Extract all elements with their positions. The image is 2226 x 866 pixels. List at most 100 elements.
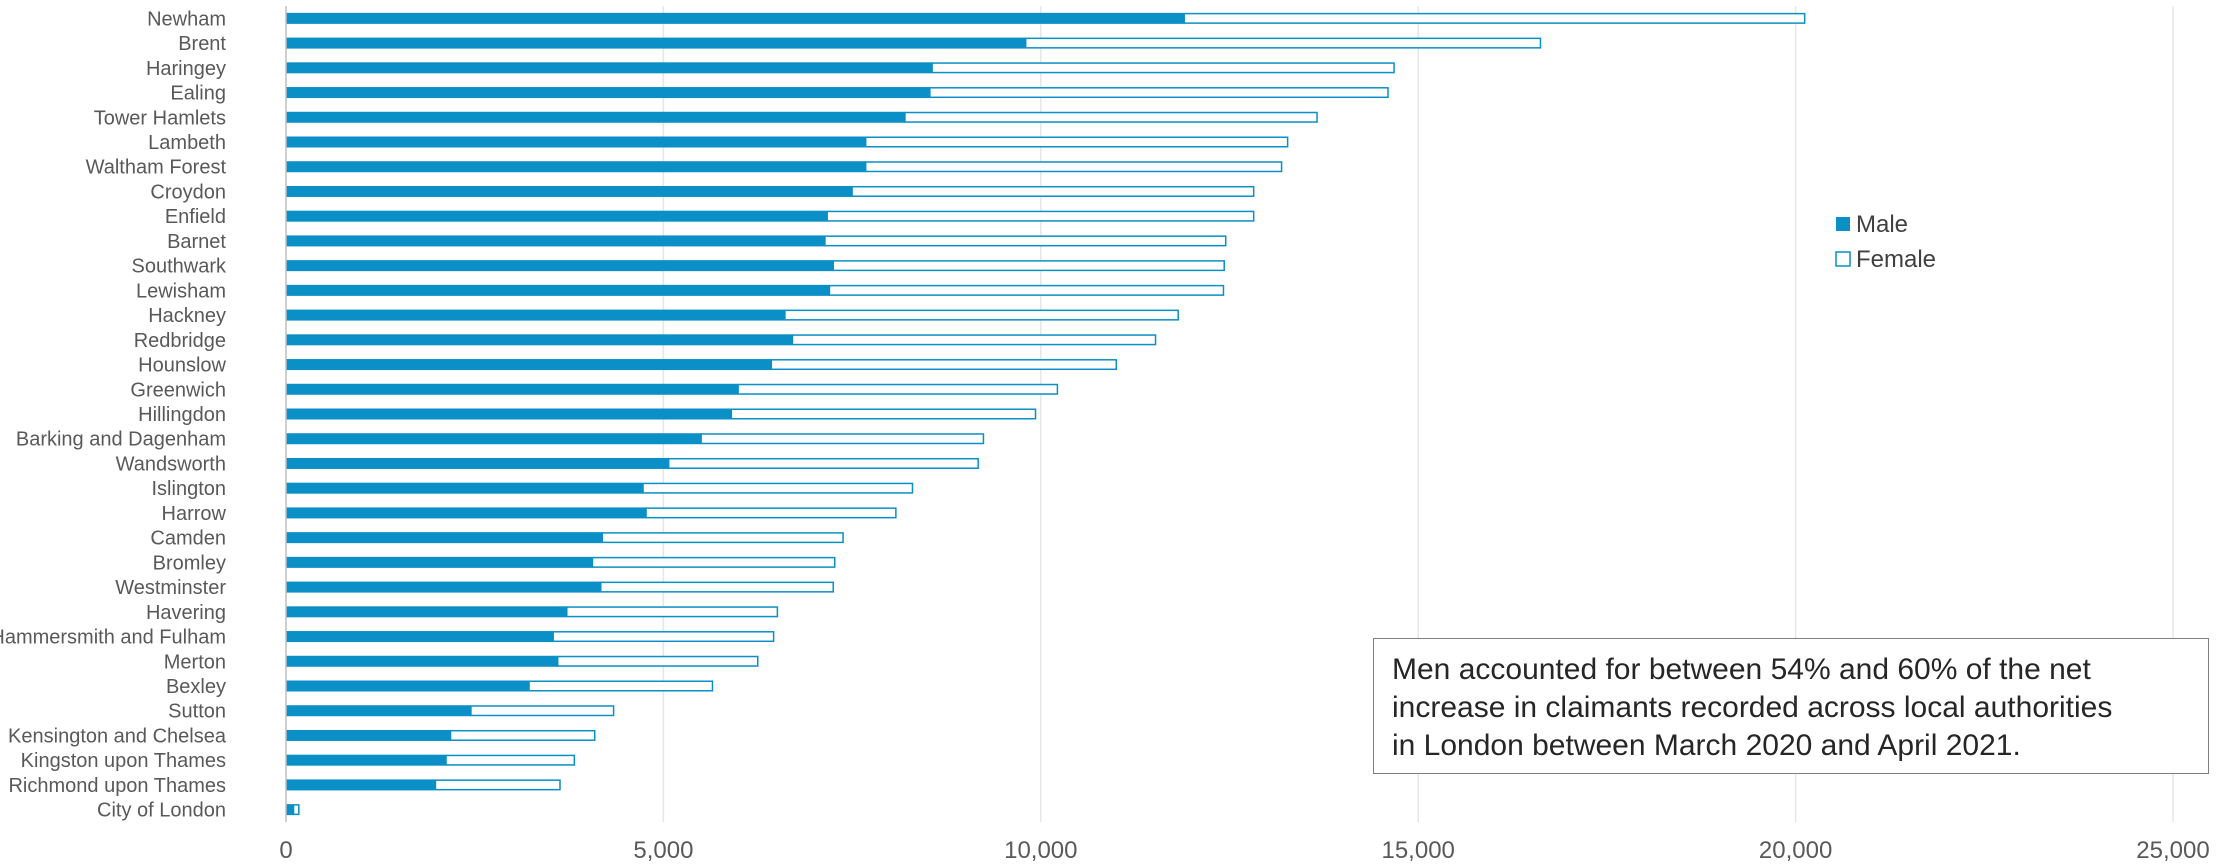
category-label: Haringey bbox=[146, 58, 226, 80]
legend-label-female: Female bbox=[1856, 246, 1936, 273]
legend: Male Female bbox=[1835, 211, 1936, 273]
category-label: Tower Hamlets bbox=[94, 107, 226, 129]
category-label: Richmond upon Thames bbox=[8, 775, 226, 797]
x-tick-label: 25,000 bbox=[2136, 837, 2209, 864]
legend-swatch-male bbox=[1836, 217, 1850, 231]
bar-male bbox=[286, 408, 732, 420]
category-label: Hounslow bbox=[138, 355, 226, 377]
bar-male bbox=[286, 705, 471, 717]
bar-female bbox=[828, 284, 1225, 296]
category-label: Barking and Dagenham bbox=[16, 429, 226, 451]
category-label: Greenwich bbox=[130, 379, 226, 401]
bar-male bbox=[286, 111, 905, 123]
category-label: Newham bbox=[147, 8, 226, 30]
category-label: Hammersmith and Fulham bbox=[0, 627, 226, 649]
bar-male bbox=[286, 334, 793, 346]
bar-male bbox=[286, 680, 530, 692]
bar-female bbox=[292, 804, 300, 816]
bar-female bbox=[601, 532, 844, 544]
x-tick-label: 15,000 bbox=[1381, 837, 1454, 864]
bar-female bbox=[826, 210, 1255, 222]
bar-female bbox=[864, 136, 1289, 148]
category-label: Camden bbox=[150, 528, 226, 550]
bar-male bbox=[286, 37, 1026, 49]
bar-female bbox=[832, 260, 1225, 272]
category-label: Barnet bbox=[167, 231, 226, 253]
category-label: Bexley bbox=[166, 676, 226, 698]
category-label: Hackney bbox=[148, 305, 226, 327]
category-label: Ealing bbox=[170, 83, 226, 105]
bar-male bbox=[286, 655, 558, 667]
bar-male bbox=[286, 210, 828, 222]
bar-female bbox=[470, 705, 615, 717]
bar-male bbox=[286, 136, 866, 148]
category-label: Bromley bbox=[153, 552, 226, 574]
category-label: Islington bbox=[152, 478, 227, 500]
bar-male bbox=[286, 779, 436, 791]
legend-label-male: Male bbox=[1856, 211, 1908, 238]
bar-male bbox=[286, 383, 739, 395]
bar-male bbox=[286, 284, 830, 296]
bar-male bbox=[286, 507, 647, 519]
category-label: Waltham Forest bbox=[86, 157, 227, 179]
category-label: Wandsworth bbox=[116, 453, 226, 475]
bar-male bbox=[286, 359, 772, 371]
bar-male bbox=[286, 260, 834, 272]
category-label: Kingston upon Thames bbox=[21, 750, 226, 772]
bar-female bbox=[449, 729, 596, 741]
bar-female bbox=[784, 309, 1179, 321]
bar-female bbox=[434, 779, 561, 791]
bar-female bbox=[864, 161, 1283, 173]
category-label: Sutton bbox=[168, 701, 226, 723]
bar-female bbox=[791, 334, 1157, 346]
bar-male bbox=[286, 62, 933, 74]
bar-male bbox=[286, 87, 930, 99]
bar-female bbox=[770, 359, 1118, 371]
bar-male bbox=[286, 12, 1185, 24]
bar-male bbox=[286, 754, 447, 766]
bar-female bbox=[552, 631, 775, 643]
category-label: Kensington and Chelsea bbox=[8, 725, 227, 747]
bar-female bbox=[824, 235, 1227, 247]
bar-female bbox=[1024, 37, 1542, 49]
category-label: Havering bbox=[146, 602, 226, 624]
bar-male bbox=[286, 532, 603, 544]
bar-male bbox=[286, 309, 785, 321]
category-label: Redbridge bbox=[134, 330, 226, 352]
x-tick-label: 20,000 bbox=[1759, 837, 1832, 864]
bar-male bbox=[286, 457, 669, 469]
category-label: City of London bbox=[97, 800, 226, 822]
bar-female bbox=[591, 556, 836, 568]
bar-female bbox=[700, 433, 985, 445]
bar-female bbox=[730, 408, 1037, 420]
bar-female bbox=[528, 680, 714, 692]
x-tick-label: 0 bbox=[279, 837, 292, 864]
bar-male bbox=[286, 235, 825, 247]
category-label: Westminster bbox=[115, 577, 226, 599]
category-label: Enfield bbox=[165, 206, 226, 228]
category-label: Brent bbox=[178, 33, 226, 55]
x-tick-labels: 0 5,000 10,000 15,000 20,000 25,000 bbox=[279, 837, 2209, 864]
category-label: Southwark bbox=[132, 256, 227, 278]
bar-female bbox=[929, 87, 1389, 99]
legend-swatch-female bbox=[1835, 251, 1851, 267]
bar-male bbox=[286, 804, 294, 816]
bar-female bbox=[600, 581, 834, 593]
bar-female bbox=[931, 62, 1395, 74]
bar-male bbox=[286, 729, 451, 741]
annotation-line-2: increase in claimants recorded across lo… bbox=[1392, 691, 2113, 724]
bar-female bbox=[556, 655, 759, 667]
bar-male bbox=[286, 433, 702, 445]
bar-male bbox=[286, 482, 644, 494]
bar-male bbox=[286, 581, 601, 593]
bar-female bbox=[1183, 12, 1806, 24]
category-label: Harrow bbox=[162, 503, 227, 525]
bar-female bbox=[904, 111, 1318, 123]
bar-male bbox=[286, 606, 567, 618]
x-tick-label: 5,000 bbox=[633, 837, 693, 864]
category-label: Lambeth bbox=[148, 132, 226, 154]
bar-female bbox=[566, 606, 779, 618]
bar-male bbox=[286, 631, 554, 643]
